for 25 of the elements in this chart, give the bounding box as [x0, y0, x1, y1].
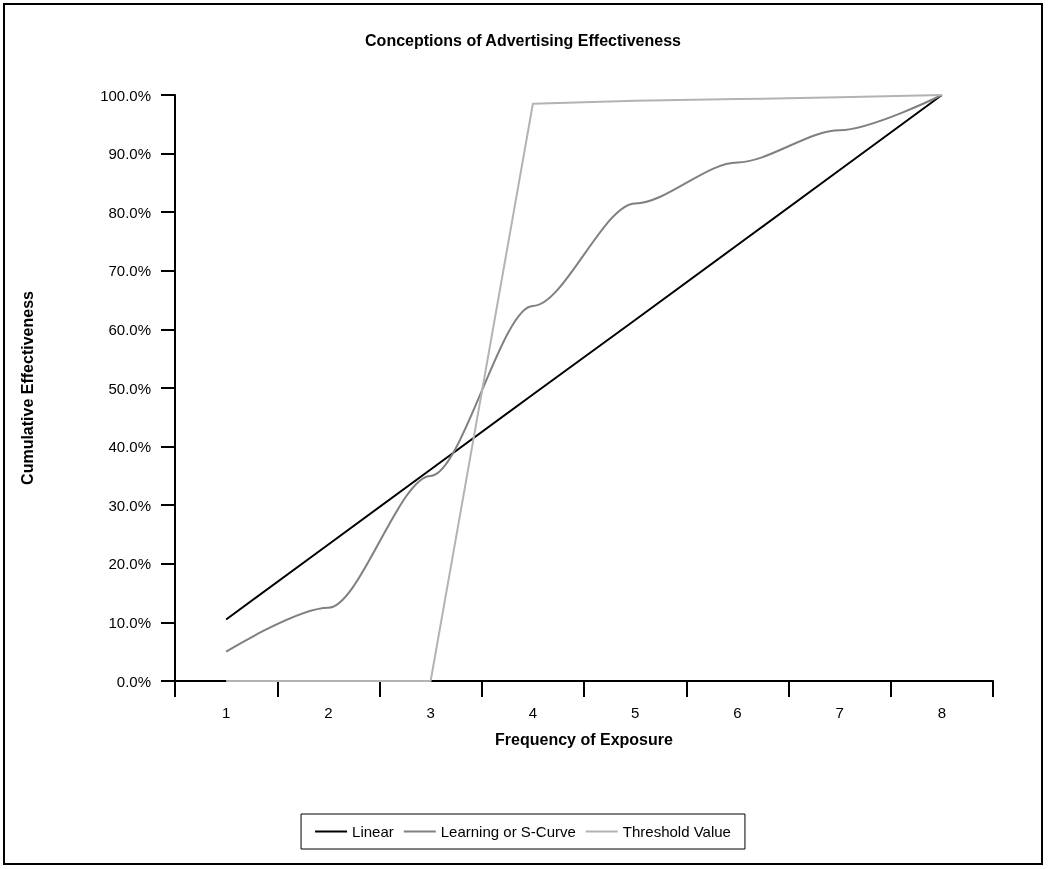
- y-tick-label: 100.0%: [100, 86, 151, 104]
- x-tick-label: 3: [426, 704, 435, 721]
- y-tick-label: 90.0%: [108, 145, 151, 163]
- x-axis-title: Frequency of Exposure: [495, 730, 674, 748]
- y-tick-label: 50.0%: [108, 379, 151, 397]
- x-tick-label: 7: [835, 704, 844, 721]
- x-tick-label: 2: [324, 704, 333, 721]
- x-tick-label: 1: [221, 704, 231, 721]
- legend-label: Threshold Value: [622, 823, 731, 840]
- y-tick-label: 30.0%: [108, 496, 151, 514]
- legend-label: Learning or S-Curve: [440, 823, 576, 840]
- y-tick-label: 0.0%: [116, 672, 151, 690]
- y-axis-title: Cumulative Effectiveness: [18, 290, 36, 485]
- x-tick-label: 4: [528, 704, 538, 721]
- y-tick-label: 20.0%: [108, 555, 151, 573]
- y-tick-label: 80.0%: [108, 203, 151, 221]
- x-tick-label: 8: [937, 704, 947, 721]
- x-tick-label: 6: [733, 704, 742, 721]
- y-tick-label: 70.0%: [108, 262, 151, 280]
- y-tick-label: 10.0%: [108, 613, 151, 631]
- y-tick-label: 40.0%: [108, 438, 151, 456]
- legend-label: Linear: [352, 823, 394, 840]
- x-tick-label: 5: [630, 704, 640, 721]
- y-tick-label: 60.0%: [108, 320, 151, 338]
- chart-title: Conceptions of Advertising Effectiveness: [365, 31, 682, 49]
